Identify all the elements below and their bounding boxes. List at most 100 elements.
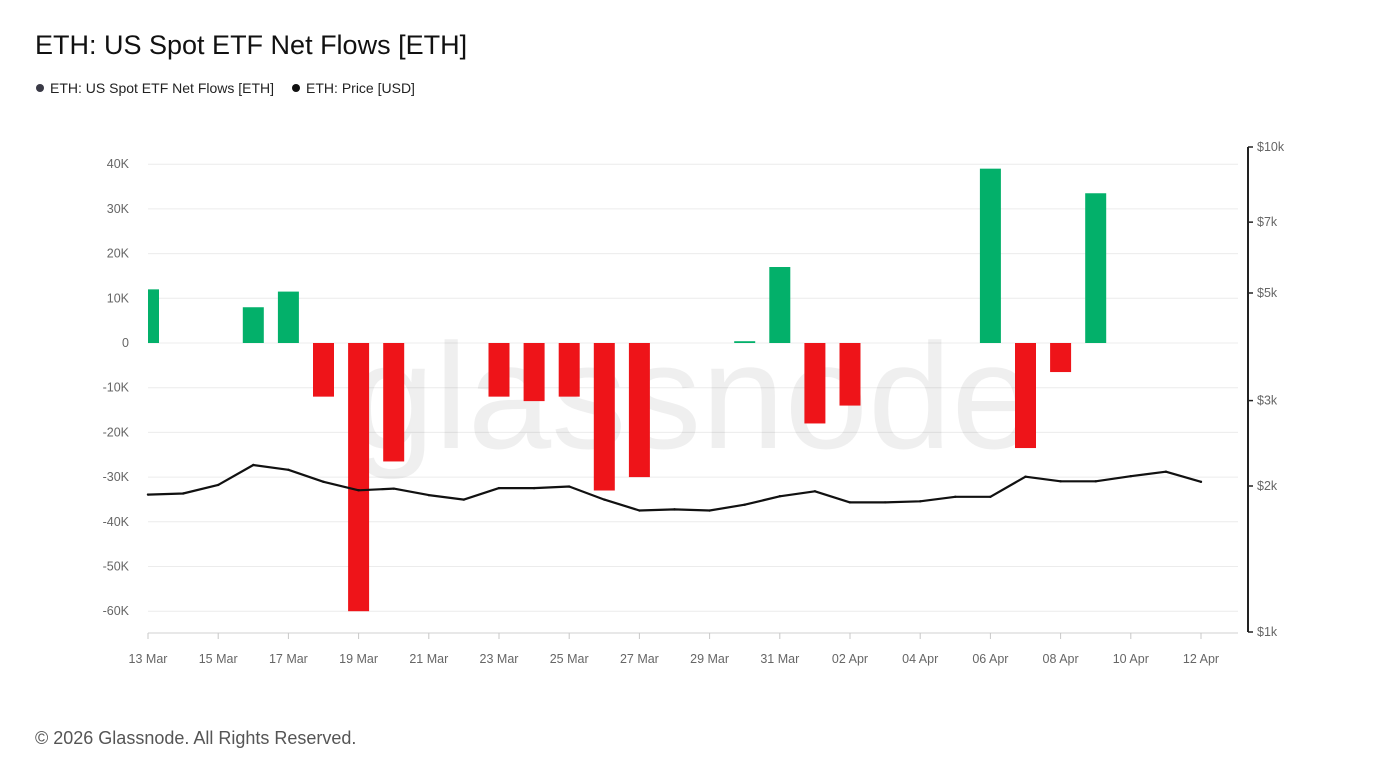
y-left-tick-label: -20K — [103, 425, 130, 439]
x-tick-label: 08 Apr — [1043, 652, 1079, 666]
x-tick-label: 17 Mar — [269, 652, 308, 666]
price-point — [954, 495, 957, 499]
y-right-tick-label: $7k — [1257, 215, 1278, 229]
flow-bar — [1050, 343, 1072, 373]
price-point — [1094, 480, 1097, 483]
price-point — [497, 486, 501, 490]
flow-bar — [488, 343, 510, 397]
legend-label-net-flows: ETH: US Spot ETF Net Flows [ETH] — [50, 80, 275, 96]
price-point — [287, 468, 290, 471]
x-tick-label: 23 Mar — [480, 652, 519, 666]
x-tick-label: 02 Apr — [832, 652, 868, 666]
price-point — [181, 492, 185, 495]
y-axis-right-ticks: $10k $7k $5k $3k $2k $1k — [1248, 140, 1285, 639]
y-left-tick-label: -40K — [103, 515, 130, 529]
x-tick-label: 29 Mar — [690, 652, 729, 666]
price-point — [252, 463, 255, 467]
price-point — [568, 485, 571, 488]
flow-bar — [593, 343, 615, 491]
price-point — [392, 487, 395, 490]
price-point — [919, 500, 922, 503]
price-point — [357, 489, 360, 492]
x-tick-label: 12 Apr — [1183, 652, 1219, 666]
price-point — [1129, 475, 1133, 478]
x-tick-label: 19 Mar — [339, 652, 378, 666]
legend-item-price[interactable]: ETH: Price [USD] — [292, 80, 415, 96]
y-right-tick-label: $5k — [1257, 286, 1278, 300]
legend-label-price: ETH: Price [USD] — [306, 80, 415, 96]
flow-bar — [348, 343, 370, 612]
x-tick-label: 04 Apr — [902, 652, 938, 666]
price-point — [1199, 480, 1203, 484]
y-left-tick-label: 10K — [107, 291, 130, 305]
price-point — [708, 509, 711, 512]
x-tick-label: 21 Mar — [409, 652, 448, 666]
price-point — [146, 493, 150, 496]
legend-marker-price — [292, 84, 301, 92]
flow-bar — [242, 307, 264, 343]
price-point — [427, 493, 430, 497]
y-axis-left-ticks: 40K 30K 20K 10K 0 -10K -20K -30K -40K -50K -60K — [103, 157, 130, 618]
legend-item-net-flows[interactable]: ETH: US Spot ETF Net Flows [ETH] — [36, 80, 274, 96]
price-point — [813, 490, 817, 493]
price-point — [603, 498, 606, 501]
y-right-tick-label: $1k — [1257, 625, 1278, 639]
flow-bar — [558, 343, 580, 397]
y-right-tick-label: $10k — [1257, 140, 1285, 154]
flow-bar — [979, 168, 1001, 343]
y-right-tick-label: $3k — [1257, 394, 1278, 408]
price-point — [673, 508, 676, 511]
y-left-tick-label: 0 — [122, 336, 129, 350]
price-point — [1164, 470, 1168, 473]
flow-bar — [523, 343, 545, 402]
price-point — [989, 495, 992, 499]
copyright-footer: © 2026 Glassnode. All Rights Reserved. — [35, 728, 357, 748]
flow-bar — [277, 291, 299, 343]
price-point — [778, 495, 781, 498]
bars-series — [148, 168, 1107, 612]
price-series — [146, 463, 1203, 512]
flow-bar — [383, 343, 405, 462]
flow-bar — [1015, 343, 1036, 449]
price-point — [1024, 475, 1027, 478]
x-tick-label: 31 Mar — [760, 652, 799, 666]
price-point — [322, 480, 325, 484]
watermark-logo: glassnode — [351, 312, 1035, 480]
flow-bar — [839, 343, 861, 406]
y-left-tick-label: 20K — [107, 247, 130, 261]
y-left-tick-label: -10K — [103, 381, 130, 395]
price-point — [848, 501, 852, 504]
x-axis-ticks: 13 Mar 15 Mar 17 Mar 19 Mar 21 Mar 23 Mar 25 M… — [129, 633, 1219, 666]
x-tick-label: 10 Apr — [1113, 652, 1149, 666]
price-point — [532, 486, 536, 490]
x-tick-label: 25 Mar — [550, 652, 589, 666]
y-left-tick-label: -50K — [103, 560, 130, 574]
y-right-tick-label: $2k — [1257, 479, 1278, 493]
x-tick-label: 27 Mar — [620, 652, 659, 666]
legend: ETH: US Spot ETF Net Flows [ETH] ETH: Pr… — [36, 80, 415, 96]
price-point — [883, 501, 887, 504]
flow-bar — [769, 267, 791, 343]
flow-bar — [313, 343, 334, 397]
y-left-tick-label: 30K — [107, 202, 130, 216]
axes — [148, 147, 1249, 634]
x-tick-label: 06 Apr — [972, 652, 1008, 666]
price-point — [743, 503, 746, 506]
flow-bar — [734, 341, 756, 343]
flow-bar — [628, 343, 650, 478]
y-left-tick-label: -60K — [103, 604, 130, 618]
price-point — [217, 483, 220, 487]
y-left-tick-label: 40K — [107, 157, 130, 171]
x-tick-label: 15 Mar — [199, 652, 238, 666]
price-point — [462, 498, 466, 501]
x-tick-label: 13 Mar — [129, 652, 168, 666]
legend-marker-net-flows — [36, 84, 44, 92]
flow-bar — [804, 343, 826, 424]
y-left-tick-label: -30K — [103, 470, 130, 484]
price-point — [638, 509, 641, 512]
flow-bar — [1085, 193, 1107, 343]
chart-title: ETH: US Spot ETF Net Flows [ETH] — [35, 30, 468, 60]
price-point — [1059, 480, 1062, 483]
flow-bar — [148, 289, 159, 343]
